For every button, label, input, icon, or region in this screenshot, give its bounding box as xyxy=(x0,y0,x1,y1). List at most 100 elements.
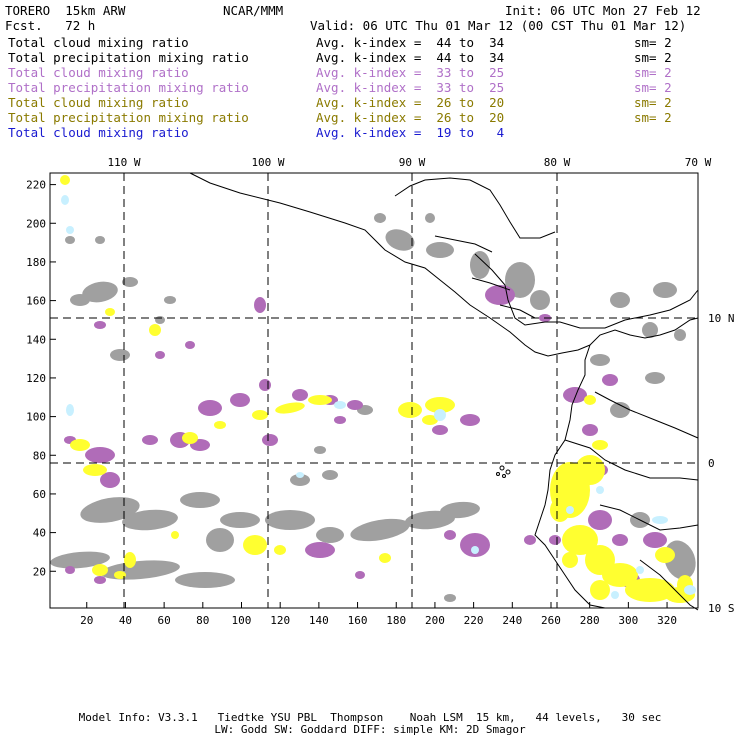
cloud-blob-yellow xyxy=(105,308,115,316)
cloud-blob-purple xyxy=(334,416,346,424)
cloud-blob-gray xyxy=(444,594,456,602)
y-tick-label: 60 xyxy=(33,488,46,501)
axis-ticks xyxy=(50,184,668,608)
cloud-blob-gray xyxy=(164,296,176,304)
x-tick-label: 80 xyxy=(196,614,209,627)
cloud-blob-cyan xyxy=(596,486,604,494)
cloud-blob-gray xyxy=(653,282,677,298)
cloud-blob-cyan xyxy=(296,472,304,478)
y-tick-label: 180 xyxy=(26,256,46,269)
cloud-blob-gray xyxy=(70,294,90,306)
cloud-blob-gray xyxy=(82,281,118,303)
legend-smoothing: sm= 2 xyxy=(634,95,672,110)
cloud-blob-gray xyxy=(155,316,165,324)
latitude-label: 10 S xyxy=(708,602,735,615)
x-tick-label: 40 xyxy=(119,614,132,627)
cloud-blob-gray xyxy=(350,518,410,542)
legend-index: Avg. k-index = 44 to 34 xyxy=(316,50,505,65)
cloud-blob-cyan xyxy=(61,195,69,205)
legend-row: Total cloud mixing ratio Avg. k-index = … xyxy=(0,35,740,50)
galapagos-island xyxy=(496,472,500,476)
cloud-blob-purple xyxy=(602,374,618,386)
border-honduras xyxy=(434,235,493,253)
legend-row: Total cloud mixing ratio Avg. k-index = … xyxy=(0,95,740,110)
cloud-blob-yellow xyxy=(114,571,126,579)
cloud-blob-cyan xyxy=(636,566,644,574)
legend-index: Avg. k-index = 26 to 20 xyxy=(316,95,505,110)
axis-tick-labels: 220 200 180 160 140 120 100 80 60 40 20 20 40 60 80 100… xyxy=(26,156,734,627)
x-tick-label: 60 xyxy=(158,614,171,627)
cloud-blob-yellow xyxy=(575,455,605,485)
cloud-blob-gray xyxy=(470,251,490,279)
cloud-blob-gray xyxy=(440,501,480,519)
cloud-blob-purple xyxy=(85,447,115,463)
cloud-blob-gray xyxy=(322,470,338,480)
coastline-caribbean-side xyxy=(474,253,699,329)
latitude-label: 10 N xyxy=(708,312,735,325)
y-tick-label: 140 xyxy=(26,333,46,346)
cloud-blob-yellow xyxy=(590,580,610,600)
cloud-blob-gray xyxy=(290,474,310,486)
cloud-blob-purple xyxy=(643,532,667,548)
longitude-label: 110 W xyxy=(107,156,140,169)
cloud-blob-purple xyxy=(485,285,515,305)
cloud-blob-purple xyxy=(94,576,106,584)
cloud-blob-purple xyxy=(355,571,365,579)
cloud-blob-purple xyxy=(305,542,335,558)
x-tick-label: 260 xyxy=(541,614,561,627)
cloud-blob-yellow xyxy=(275,402,305,414)
border-costa-rica xyxy=(499,304,536,319)
cloud-blob-cyan xyxy=(66,226,74,234)
cloud-blob-gray xyxy=(95,236,105,244)
model-name: TORERO 15km ARW xyxy=(5,3,126,18)
cloud-blob-gray xyxy=(316,527,344,543)
border-andes xyxy=(594,391,699,439)
x-tick-label: 240 xyxy=(502,614,522,627)
cloud-blob-yellow xyxy=(562,525,598,555)
cloud-blob-purple xyxy=(262,434,278,446)
y-tick-label: 220 xyxy=(26,179,46,192)
cloud-blob-yellow xyxy=(422,415,438,425)
legend-row: Total precipitation mixing ratio Avg. k-… xyxy=(0,80,740,95)
cloud-blob-gray xyxy=(425,213,435,223)
cloud-blob-gray xyxy=(175,572,235,588)
border-nicaragua xyxy=(471,277,511,291)
cloud-blob-yellow xyxy=(625,578,675,602)
border-ecuador-peru xyxy=(564,439,699,481)
cloud-blob-gray xyxy=(65,236,75,244)
legend-index: Avg. k-index = 33 to 25 xyxy=(316,65,505,80)
cloud-blob-yellow xyxy=(92,564,108,576)
y-tick-label: 20 xyxy=(33,565,46,578)
cloud-blob-yellow xyxy=(124,552,136,568)
cloud-blob-gray xyxy=(110,349,130,361)
cloud-fields xyxy=(50,175,696,603)
cloud-blob-purple xyxy=(259,379,271,391)
legend-smoothing: sm= 2 xyxy=(634,65,672,80)
y-tick-label: 200 xyxy=(26,217,46,230)
cloud-blob-yellow xyxy=(182,432,198,444)
legend-smoothing: sm= 2 xyxy=(634,50,672,65)
cloud-blob-purple xyxy=(612,534,628,546)
cloud-blob-purple xyxy=(142,435,158,445)
cloud-blob-purple xyxy=(292,389,308,401)
cloud-blob-gray xyxy=(122,277,138,287)
longitude-label: 80 W xyxy=(544,156,571,169)
cloud-blob-gray xyxy=(80,497,140,523)
border-peru-bolivia xyxy=(639,559,699,611)
cloud-blob-yellow xyxy=(274,545,286,555)
x-tick-label: 300 xyxy=(618,614,638,627)
legend-field: Total precipitation mixing ratio xyxy=(8,80,249,95)
legend-row: Total cloud mixing ratio Avg. k-index = … xyxy=(0,125,740,140)
legend-field: Total precipitation mixing ratio xyxy=(8,110,249,125)
cloud-blob-cyan xyxy=(566,506,574,514)
legend-index: Avg. k-index = 33 to 25 xyxy=(316,80,505,95)
cloud-blob-gray xyxy=(645,372,665,384)
cloud-blob-gray xyxy=(405,510,455,530)
coastlines xyxy=(189,172,699,611)
cloud-blob-yellow xyxy=(655,547,675,563)
map-frame xyxy=(49,172,699,609)
cloud-blob-purple xyxy=(185,341,195,349)
legend-row: Total precipitation mixing ratio Avg. k-… xyxy=(0,50,740,65)
galapagos-island xyxy=(499,465,505,471)
